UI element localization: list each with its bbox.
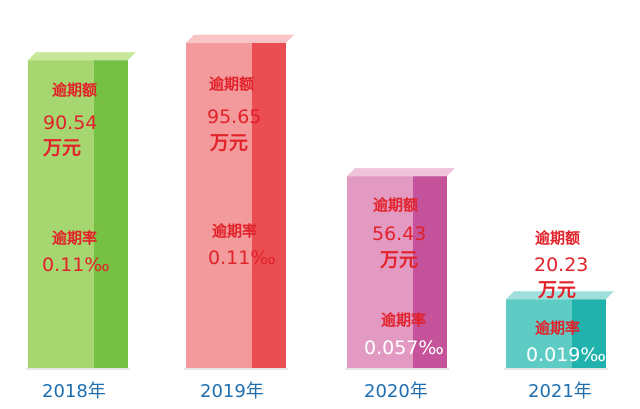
amount-unit-0: 万元 [42,137,81,159]
bar-front-1 [186,42,252,368]
bar-0 [26,52,136,370]
bar-1 [184,34,294,370]
rate-title-3: 逾期率 [535,319,580,337]
amount-value-0: 90.54 [43,112,97,134]
bar-2 [345,168,455,370]
amount-value-3: 20.23 [534,254,588,276]
amount-title-0: 逾期额 [52,81,97,99]
bar-base-2 [345,368,449,370]
amount-title-1: 逾期额 [209,75,254,93]
amount-title-2: 逾期额 [373,196,418,214]
bar-3 [504,291,614,370]
year-label-1: 2019年 [200,381,264,402]
rate-title-0: 逾期率 [52,229,97,247]
amount-unit-3: 万元 [537,279,576,301]
bar-side-1 [252,42,286,368]
bar-base-0 [26,368,130,370]
amount-value-1: 95.65 [207,106,261,128]
bar-front-0 [28,60,94,368]
rate-value-3: 0.019‰ [526,344,606,366]
rate-value-2: 0.057‰ [364,337,444,359]
amount-unit-2: 万元 [379,249,418,271]
year-label-0: 2018年 [42,381,106,402]
bar-side-2 [413,176,447,368]
year-label-2: 2020年 [364,381,428,402]
bar-front-2 [347,176,413,368]
rate-value-0: 0.11‰ [42,254,110,276]
bar-top-0 [28,52,136,61]
rate-title-1: 逾期率 [212,222,257,240]
amount-title-3: 逾期额 [535,229,580,247]
bar-side-3 [572,299,606,368]
bar-side-0 [94,60,128,368]
bar-front-3 [506,299,572,368]
bar-top-1 [186,34,294,43]
amount-unit-1: 万元 [209,132,248,154]
bar-base-1 [184,368,288,370]
rate-value-1: 0.11‰ [208,247,276,269]
bar-top-3 [506,291,614,300]
amount-value-2: 56.43 [372,223,426,245]
rate-title-2: 逾期率 [381,311,426,329]
bar-base-3 [504,368,608,370]
labels-group: 2018年 2019年 2020年 2021年逾期额90.54万元逾期额95.65万元… [42,75,606,402]
year-label-3: 2021年 [528,381,592,402]
bar-top-2 [347,168,455,177]
bars-group [26,34,614,370]
